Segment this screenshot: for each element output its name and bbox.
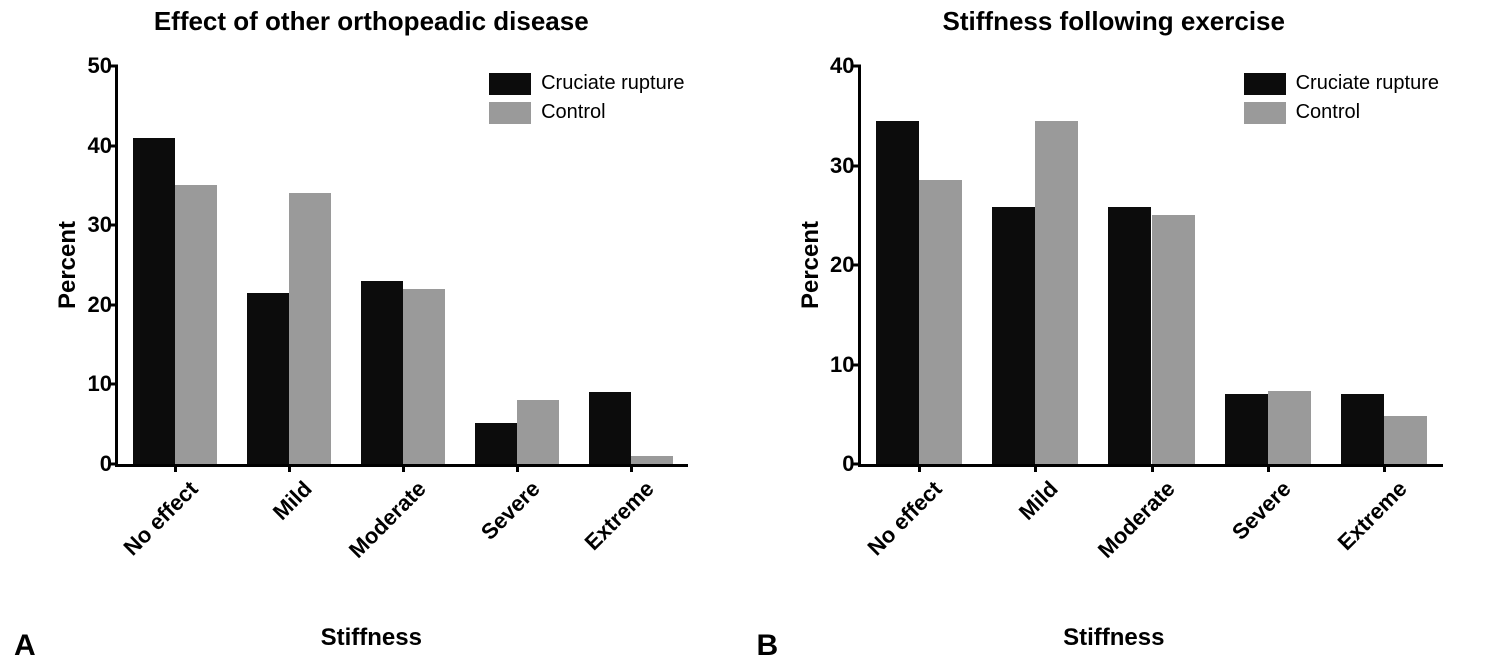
bar	[361, 281, 403, 464]
y-tick-label: 20	[88, 292, 118, 318]
panel-b: Stiffness following exercise010203040No …	[743, 0, 1485, 669]
bar	[175, 185, 217, 464]
legend-row: Control	[1244, 101, 1439, 124]
x-tick-label: Moderate	[307, 476, 431, 600]
plot-area: 010203040No effectMildModerateSevereExtr…	[861, 66, 1443, 464]
y-tick-label: 30	[88, 212, 118, 238]
legend-label: Cruciate rupture	[541, 72, 684, 95]
x-tick-mark	[1151, 464, 1154, 472]
y-tick-label: 40	[830, 53, 860, 79]
legend-row: Cruciate rupture	[489, 72, 684, 95]
y-tick-label: 10	[88, 371, 118, 397]
x-tick-mark	[1034, 464, 1037, 472]
legend: Cruciate rupture Control	[489, 72, 684, 124]
legend: Cruciate rupture Control	[1244, 72, 1439, 124]
x-tick-label: No effect	[823, 476, 947, 600]
legend-label: Control	[1296, 101, 1360, 124]
x-tick-mark	[288, 464, 291, 472]
x-tick-mark	[918, 464, 921, 472]
y-tick-label: 40	[88, 133, 118, 159]
legend-swatch	[1244, 73, 1286, 95]
y-tick-label: 30	[830, 153, 860, 179]
bar	[992, 207, 1035, 464]
bar	[403, 289, 445, 464]
y-tick-label: 20	[830, 252, 860, 278]
legend-row: Cruciate rupture	[1244, 72, 1439, 95]
y-tick-label: 0	[100, 451, 118, 477]
x-tick-label: No effect	[79, 476, 203, 600]
bar	[133, 138, 175, 464]
bar	[475, 423, 517, 464]
bar	[631, 456, 673, 464]
plot-area: 01020304050No effectMildModerateSevereEx…	[118, 66, 688, 464]
bar	[1341, 394, 1384, 464]
bar	[247, 293, 289, 464]
x-axis-title: Stiffness	[0, 624, 743, 652]
x-axis-title: Stiffness	[743, 624, 1485, 652]
bars-layer	[118, 66, 688, 464]
legend-swatch	[489, 73, 531, 95]
y-tick-label: 10	[830, 352, 860, 378]
bar	[1108, 207, 1151, 464]
figure: Effect of other orthopeadic disease01020…	[0, 0, 1485, 669]
bars-layer	[861, 66, 1443, 464]
bar	[1384, 416, 1427, 464]
x-tick-label: Moderate	[1055, 476, 1179, 600]
y-axis-title: Percent	[797, 221, 825, 309]
legend-label: Control	[541, 101, 605, 124]
x-tick-mark	[630, 464, 633, 472]
legend-label: Cruciate rupture	[1296, 72, 1439, 95]
y-tick-label: 0	[842, 451, 860, 477]
bar	[1035, 121, 1078, 464]
y-tick-label: 50	[88, 53, 118, 79]
legend-swatch	[489, 102, 531, 124]
panel-a: Effect of other orthopeadic disease01020…	[0, 0, 743, 669]
panel-letter: B	[757, 629, 779, 663]
x-tick-label: Mild	[193, 476, 317, 600]
panel-letter: A	[14, 629, 36, 663]
bar	[589, 392, 631, 464]
x-tick-label: Severe	[1172, 476, 1296, 600]
bar	[1225, 394, 1268, 464]
panel-title: Stiffness following exercise	[743, 6, 1485, 37]
x-tick-mark	[1267, 464, 1270, 472]
bar	[1268, 391, 1311, 464]
x-tick-label: Mild	[939, 476, 1063, 600]
x-tick-label: Severe	[421, 476, 545, 600]
x-tick-label: Extreme	[1288, 476, 1412, 600]
x-tick-mark	[174, 464, 177, 472]
panel-title: Effect of other orthopeadic disease	[0, 6, 743, 37]
x-tick-mark	[402, 464, 405, 472]
y-axis-title: Percent	[54, 221, 82, 309]
bar	[919, 180, 962, 464]
bar	[1152, 215, 1195, 464]
x-tick-label: Extreme	[535, 476, 659, 600]
bar	[289, 193, 331, 464]
legend-row: Control	[489, 101, 684, 124]
legend-swatch	[1244, 102, 1286, 124]
x-tick-mark	[1383, 464, 1386, 472]
x-tick-mark	[516, 464, 519, 472]
bar	[876, 121, 919, 464]
bar	[517, 400, 559, 464]
